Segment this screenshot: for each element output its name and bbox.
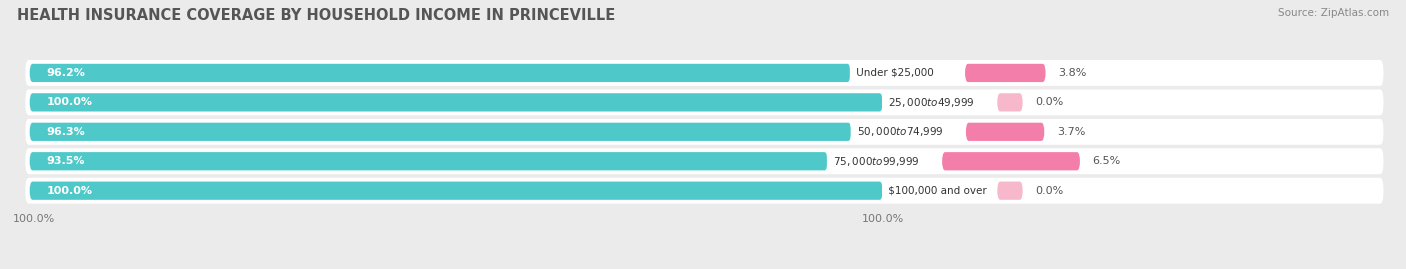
Text: Source: ZipAtlas.com: Source: ZipAtlas.com [1278, 8, 1389, 18]
FancyBboxPatch shape [997, 93, 1022, 111]
FancyBboxPatch shape [30, 152, 828, 170]
Text: $75,000 to $99,999: $75,000 to $99,999 [830, 155, 921, 168]
FancyBboxPatch shape [30, 64, 851, 82]
FancyBboxPatch shape [966, 123, 1045, 141]
Text: 100.0%: 100.0% [46, 186, 93, 196]
Text: 96.3%: 96.3% [46, 127, 86, 137]
FancyBboxPatch shape [25, 178, 1384, 204]
FancyBboxPatch shape [30, 182, 883, 200]
FancyBboxPatch shape [25, 148, 1384, 174]
FancyBboxPatch shape [30, 123, 851, 141]
Text: HEALTH INSURANCE COVERAGE BY HOUSEHOLD INCOME IN PRINCEVILLE: HEALTH INSURANCE COVERAGE BY HOUSEHOLD I… [17, 8, 614, 23]
Text: $25,000 to $49,999: $25,000 to $49,999 [886, 96, 976, 109]
Text: 3.8%: 3.8% [1059, 68, 1087, 78]
Legend: With Coverage, Without Coverage: With Coverage, Without Coverage [411, 266, 641, 269]
Text: 0.0%: 0.0% [1035, 186, 1064, 196]
Text: 100.0%: 100.0% [46, 97, 93, 107]
Text: 6.5%: 6.5% [1092, 156, 1121, 166]
Text: 96.2%: 96.2% [46, 68, 86, 78]
FancyBboxPatch shape [30, 93, 883, 111]
Text: $50,000 to $74,999: $50,000 to $74,999 [853, 125, 945, 138]
FancyBboxPatch shape [25, 119, 1384, 145]
FancyBboxPatch shape [942, 152, 1080, 170]
Text: $100,000 and over: $100,000 and over [886, 186, 990, 196]
Text: 93.5%: 93.5% [46, 156, 86, 166]
Text: Under $25,000: Under $25,000 [853, 68, 936, 78]
Text: 3.7%: 3.7% [1057, 127, 1085, 137]
FancyBboxPatch shape [997, 182, 1022, 200]
Text: 0.0%: 0.0% [1035, 97, 1064, 107]
FancyBboxPatch shape [25, 60, 1384, 86]
FancyBboxPatch shape [965, 64, 1046, 82]
FancyBboxPatch shape [25, 89, 1384, 115]
